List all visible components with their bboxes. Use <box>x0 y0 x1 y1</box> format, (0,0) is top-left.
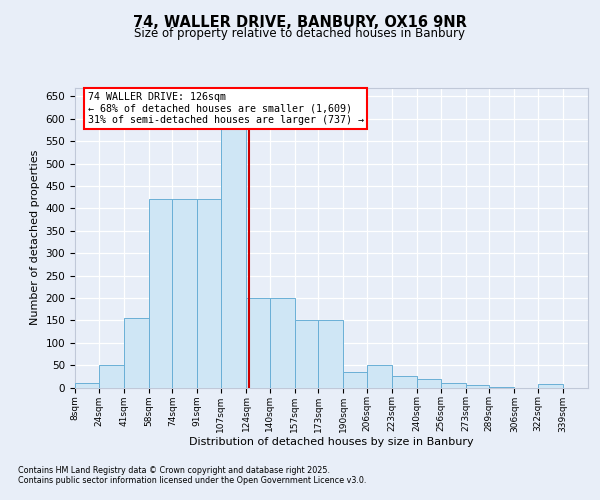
Text: 74 WALLER DRIVE: 126sqm
← 68% of detached houses are smaller (1,609)
31% of semi: 74 WALLER DRIVE: 126sqm ← 68% of detache… <box>88 92 364 125</box>
X-axis label: Distribution of detached houses by size in Banbury: Distribution of detached houses by size … <box>189 437 474 447</box>
Bar <box>538 384 563 388</box>
Bar <box>295 320 318 388</box>
Bar <box>417 378 440 388</box>
Bar <box>246 298 269 388</box>
Bar <box>269 298 295 388</box>
Bar <box>98 365 124 388</box>
Bar <box>197 200 221 388</box>
Bar <box>489 386 514 388</box>
Bar <box>440 383 466 388</box>
Text: 74, WALLER DRIVE, BANBURY, OX16 9NR: 74, WALLER DRIVE, BANBURY, OX16 9NR <box>133 15 467 30</box>
Bar <box>318 320 343 388</box>
Bar <box>367 365 392 388</box>
Bar <box>466 386 489 388</box>
Text: Contains public sector information licensed under the Open Government Licence v3: Contains public sector information licen… <box>18 476 367 485</box>
Bar <box>149 200 172 388</box>
Bar <box>172 200 197 388</box>
Bar <box>124 318 149 388</box>
Text: Size of property relative to detached houses in Banbury: Size of property relative to detached ho… <box>134 28 466 40</box>
Bar <box>343 372 367 388</box>
Bar <box>221 128 246 388</box>
Text: Contains HM Land Registry data © Crown copyright and database right 2025.: Contains HM Land Registry data © Crown c… <box>18 466 330 475</box>
Y-axis label: Number of detached properties: Number of detached properties <box>30 150 40 325</box>
Bar <box>392 376 417 388</box>
Bar <box>75 383 98 388</box>
